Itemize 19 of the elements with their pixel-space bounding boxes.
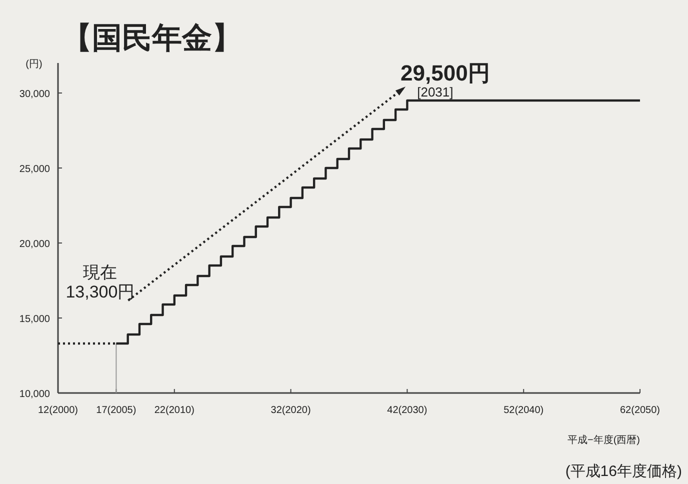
x-tick-label: 62(2050) xyxy=(620,405,660,416)
x-axis-title: 平成−年度(西暦) xyxy=(568,434,640,446)
y-tick-label: 20,000 xyxy=(19,239,50,250)
annotation: [2031] xyxy=(417,84,454,100)
annotation: 29,500円 xyxy=(400,60,490,86)
x-tick-label: 52(2040) xyxy=(504,405,544,416)
x-tick-label: 42(2030) xyxy=(387,405,428,416)
y-tick-label: 25,000 xyxy=(19,164,50,175)
annotation: 現在 13,300円 xyxy=(66,262,135,302)
y-tick-label: 10,000 xyxy=(19,389,50,400)
text: (平成16年度価格) xyxy=(565,463,682,480)
x-tick-label: 17(2005) xyxy=(96,405,136,416)
x-tick-label: 12(2000) xyxy=(38,405,78,416)
y-tick-label: 30,000 xyxy=(19,89,50,100)
x-tick-label: 32(2020) xyxy=(270,405,311,416)
x-tick-label: 22(2010) xyxy=(154,405,194,416)
chart-title: 【国民年金】 xyxy=(62,22,242,55)
y-tick-label: 15,000 xyxy=(19,314,50,325)
y-axis-title: (円) xyxy=(26,59,42,70)
